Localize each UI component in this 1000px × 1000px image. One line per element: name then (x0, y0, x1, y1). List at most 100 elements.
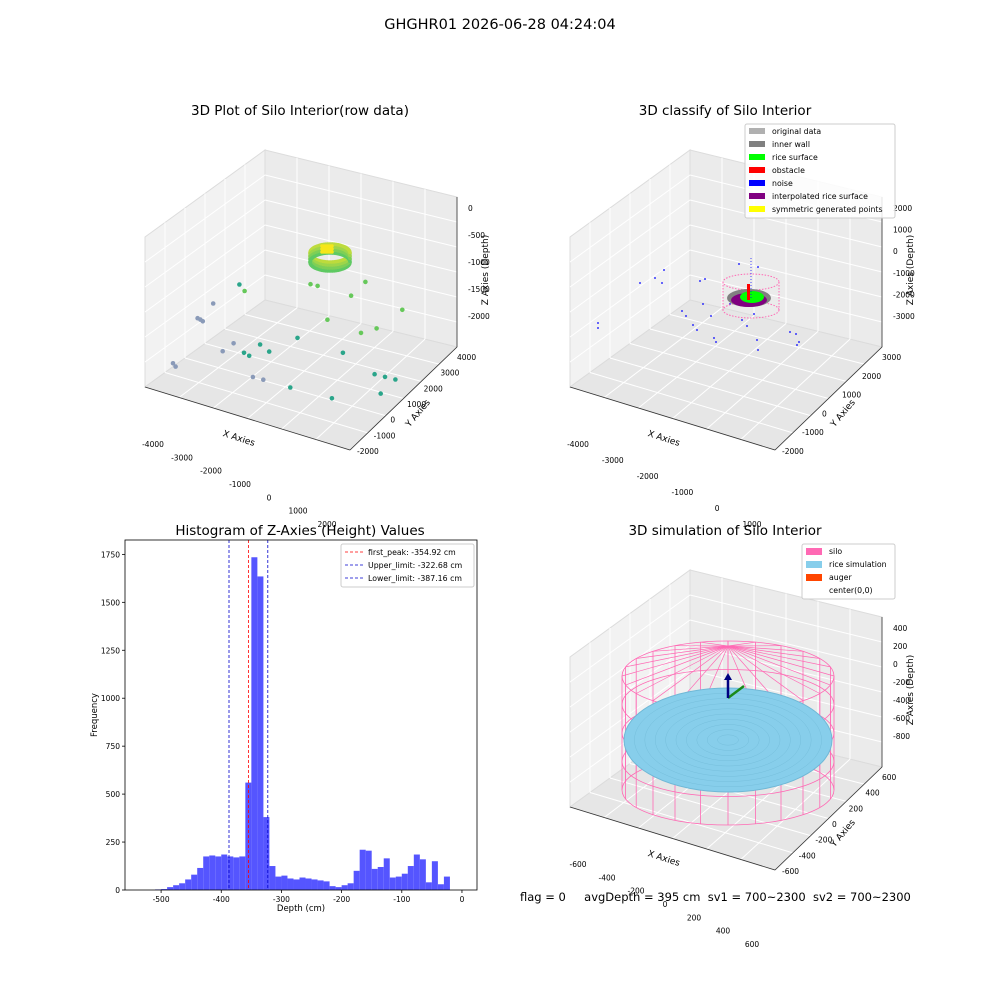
raw-data-point (246, 353, 252, 359)
raw-data-point (210, 301, 216, 306)
classify-legend-swatch (749, 206, 765, 212)
simulation-legend-swatch (806, 548, 822, 555)
simulation-plot-x-axis-label: X Axies (646, 849, 681, 869)
simulation-legend-label: center(0,0) (829, 586, 873, 595)
histogram-bar (203, 856, 210, 890)
classify-plot-y-tick-label: 2000 (862, 372, 881, 381)
histogram-axes-frame (124, 539, 478, 891)
panel-title-classify: 3D classify of Silo Interior (638, 103, 812, 119)
raw-plot-z-tick-label: -1000 (468, 258, 490, 267)
classify-plot-y-axis-label: Y Axies (829, 398, 858, 430)
rice-simulation-mesh (707, 729, 749, 751)
noise-point (704, 278, 706, 280)
raw-data-point (241, 350, 247, 356)
noise-point (789, 331, 791, 333)
classify-plot-x-tick-label: -4000 (567, 440, 589, 449)
raw-plot-z-axis-label: Z Axies (Depth) (481, 235, 491, 306)
simulation-plot-x-tick-label: -600 (569, 860, 586, 869)
histogram-y-tick-label: 1750 (101, 550, 120, 559)
noise-point (738, 263, 740, 265)
noise-point (685, 315, 687, 317)
classify-legend-label: noise (772, 179, 793, 188)
simulation-plot-z-tick-label: 200 (893, 642, 908, 651)
simulation-plot-z-tick-label: -400 (893, 696, 910, 705)
simulation-plot-y-axis-line (774, 766, 883, 871)
figure-title: GHGHR01 2026-06-28 04:24:04 (384, 17, 616, 33)
center-marker-arrow (724, 673, 732, 680)
raw-data-point (170, 361, 176, 366)
silo-wire-roof (652, 645, 729, 652)
histogram-bar (383, 858, 390, 890)
noise-point (699, 280, 701, 282)
histogram-y-tick-label: 1000 (101, 694, 120, 703)
histogram-bar (227, 856, 234, 890)
histogram-x-tick-label: -400 (213, 895, 230, 904)
raw-plot-y-axis-line (349, 346, 458, 451)
simulation-plot-y-tick-label: -400 (799, 851, 816, 860)
histogram-bar (407, 866, 414, 890)
histogram-y-tick-label: 1500 (101, 598, 120, 607)
raw-plot-grid (144, 174, 266, 263)
classify-plot-x-tick-label: 1000 (742, 520, 761, 529)
raw-plot-grid (315, 338, 426, 440)
raw-data-point (257, 342, 263, 347)
histogram-bar (233, 857, 240, 890)
histogram-legend-label: first_peak: -354.92 cm (368, 548, 456, 557)
histogram-bar (299, 877, 306, 890)
simulation-plot-z-tick-label: -200 (893, 678, 910, 687)
histogram-bar (179, 883, 186, 890)
noise-point (597, 327, 599, 329)
histogram-bar (257, 576, 264, 890)
raw-plot-x-axis-line (144, 386, 351, 451)
noise-point (696, 329, 698, 331)
noise-point (753, 313, 755, 315)
histogram-bar (275, 876, 282, 890)
histogram-bar (251, 557, 258, 890)
classify-plot-y-tick-label: 0 (822, 409, 827, 418)
raw-surface-point (330, 247, 334, 251)
raw-data-point (288, 385, 293, 390)
histogram-x-tick-label: 0 (460, 895, 465, 904)
histogram-bar (317, 880, 324, 890)
simulation-plot-z-tick-label: 0 (893, 660, 898, 669)
noise-point (663, 269, 665, 271)
raw-data-point (261, 377, 266, 383)
silo-wire-roof (652, 645, 729, 701)
simulation-plot-x-tick-label: -400 (598, 873, 615, 882)
obstacle-points (747, 284, 750, 300)
raw-surface-point (348, 250, 352, 254)
rice-simulation-mesh (717, 734, 739, 746)
noise-point (713, 337, 715, 339)
raw-data-point (372, 371, 377, 377)
silo-wire-roof (636, 645, 729, 659)
noise-point (795, 333, 797, 335)
raw-plot-x-tick-label: 2000 (317, 520, 336, 529)
noise-point (661, 282, 663, 284)
noise-point (710, 315, 712, 317)
classify-plot-z-axis-label: Z Axies (Depth) (906, 235, 916, 306)
silo-wire-roof (636, 645, 729, 694)
noise-point (715, 341, 717, 343)
histogram-x-tick-label: -100 (393, 895, 410, 904)
classify-legend-swatch (749, 167, 765, 173)
simulation-legend-label: rice simulation (829, 560, 887, 569)
histogram-bar (443, 876, 450, 890)
histogram-bar (329, 886, 336, 890)
histogram-bar (173, 885, 180, 890)
simulation-plot-z-tick-label: -600 (893, 714, 910, 723)
histogram-y-tick-label: 0 (115, 886, 120, 895)
raw-plot-x-tick-label: 1000 (288, 507, 307, 516)
histogram-bar (419, 859, 426, 890)
classify-plot-z-tick-label: -2000 (893, 290, 915, 299)
raw-plot-x-tick-label: -4000 (142, 440, 164, 449)
sv2-status: sv2 = 700~2300 (812, 890, 911, 904)
silo-wire-roof (727, 645, 820, 694)
classify-plot-x-tick-label: -2000 (637, 472, 659, 481)
raw-plot-y-tick-label: 1000 (407, 400, 426, 409)
noise-point (692, 324, 694, 326)
raw-data-point (198, 317, 203, 322)
histogram-y-tick-label: 750 (106, 742, 121, 751)
noise-point (639, 282, 641, 284)
raw-plot-x-tick-label: -3000 (171, 453, 193, 462)
raw-data-point (173, 364, 178, 369)
